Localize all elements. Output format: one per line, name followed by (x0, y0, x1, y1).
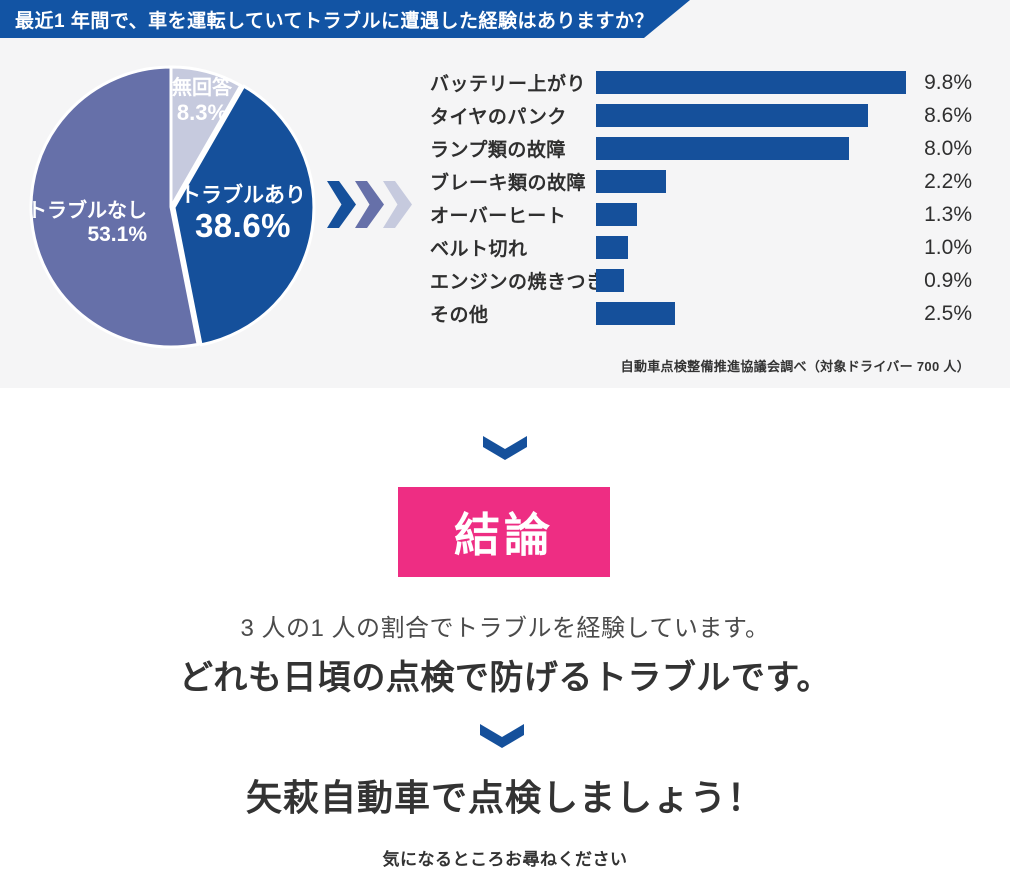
chevron-down-shape (483, 436, 527, 460)
bar (596, 71, 906, 94)
bar-value-label: 8.0% (924, 136, 972, 160)
bar (596, 269, 625, 292)
bar (596, 302, 676, 325)
bar-row: ブレーキ類の故障 2.2% (430, 165, 972, 198)
bar-value-label: 9.8% (924, 70, 972, 94)
bar-track (596, 137, 906, 160)
conclusion-line2: どれも日頃の点検で防げるトラブルです。 (178, 659, 832, 697)
conclusion-line1: 3 人の1 人の割合でトラブルを経験しています。 (240, 615, 770, 642)
bar (596, 104, 869, 127)
conclusion-badge: 結論 (398, 487, 610, 577)
question-title: 最近1 年間で、車を運転していてトラブルに遭遇した経験はありますか？ (15, 10, 654, 32)
pie-slice (172, 84, 316, 347)
bar-track (596, 236, 906, 259)
bar-value-label: 1.3% (924, 202, 972, 226)
bar-row: ベルト切れ 1.0% (430, 231, 972, 264)
bar-value-label: 8.6% (924, 103, 972, 127)
chevron-right-icon (355, 181, 384, 228)
bar (596, 170, 666, 193)
bar-track (596, 71, 906, 94)
bar-value-label: 2.5% (924, 301, 972, 325)
bar (596, 236, 628, 259)
bar-category-label: エンジンの焼きつき (430, 272, 606, 293)
bar-row: エンジンの焼きつき 0.9% (430, 264, 972, 297)
bar-chart: バッテリー上がり 9.8% タイヤのパンク 8.6% ランプ類の故障 8.0% ブレーキ類の… (430, 66, 972, 330)
survey-section: 最近1 年間で、車を運転していてトラブルに遭遇した経験はありますか？ 無回答 8… (0, 0, 1010, 388)
question-banner: 最近1 年間で、車を運転していてトラブルに遭遇した経験はありますか？ (0, 0, 690, 38)
chevron-down-icon (480, 724, 524, 748)
bar-category-label: ベルト切れ (430, 239, 528, 260)
bar-category-label: タイヤのパンク (430, 107, 567, 128)
chevrons-right-icon (327, 181, 412, 228)
bar-category-label: バッテリー上がり (430, 74, 587, 95)
bar-row: ランプ類の故障 8.0% (430, 132, 972, 165)
chevron-down-shape (480, 724, 524, 748)
bar-value-label: 1.0% (924, 235, 972, 259)
bar-row: タイヤのパンク 8.6% (430, 99, 972, 132)
bar-row: バッテリー上がり 9.8% (430, 66, 972, 99)
bar-category-label: ブレーキ類の故障 (430, 173, 587, 194)
conclusion-badge-label: 結論 (454, 509, 554, 561)
bar-track (596, 269, 906, 292)
bar-category-label: オーバーヒート (430, 206, 567, 227)
bar-track (596, 302, 906, 325)
bar (596, 137, 850, 160)
chevron-down-icon (483, 436, 527, 460)
bar-track (596, 170, 906, 193)
footnote-text: 気になるところお尋ねください (382, 850, 628, 869)
bar (596, 203, 638, 226)
chevron-right-icon (383, 181, 412, 228)
bar-value-label: 2.2% (924, 169, 972, 193)
pie-slice (29, 65, 200, 349)
bar-track (596, 104, 906, 127)
bar-row: オーバーヒート 1.3% (430, 198, 972, 231)
source-note: 自動車点検整備推進協議会調べ（対象ドライバー 700 人） (620, 359, 970, 374)
pie-chart-svg (29, 65, 316, 349)
chevron-right-icon (327, 181, 356, 228)
cta-text: 矢萩自動車で点検しましょう！ (245, 777, 764, 818)
bar-category-label: ランプ類の故障 (430, 140, 566, 161)
bar-track (596, 203, 906, 226)
bar-category-label: その他 (430, 305, 489, 326)
bar-row: その他 2.5% (430, 297, 972, 330)
bar-value-label: 0.9% (924, 268, 972, 292)
pie-chart: 無回答 8.3% トラブルあり 38.6% トラブルなし 53.1% (24, 59, 318, 355)
